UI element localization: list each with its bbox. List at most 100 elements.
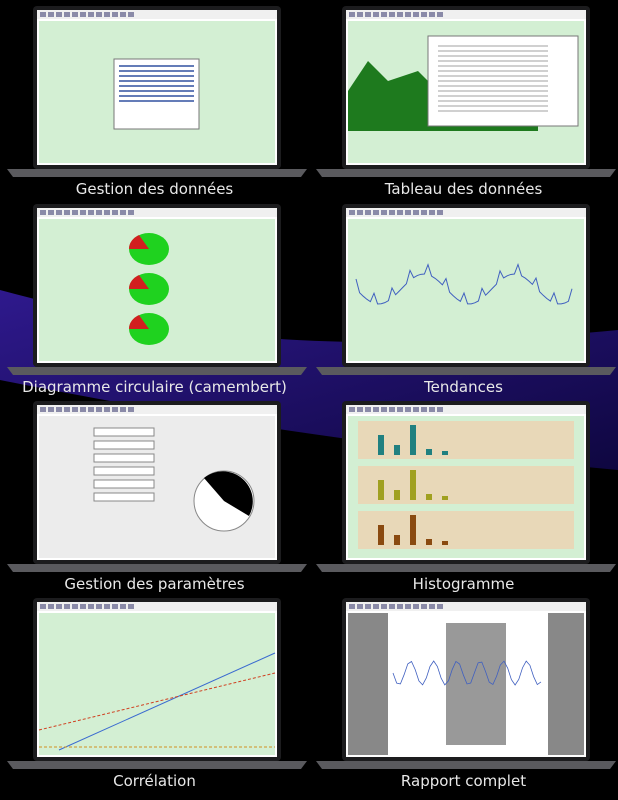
panel	[358, 466, 574, 504]
slice	[128, 275, 149, 289]
dialog	[113, 58, 200, 130]
report-line	[392, 660, 542, 686]
tool-icon	[413, 407, 419, 412]
tool-icon	[389, 407, 395, 412]
tool-icon	[96, 604, 102, 609]
tool-icon	[437, 12, 443, 17]
bar	[442, 451, 448, 455]
tool-icon	[64, 210, 70, 215]
toolbar	[346, 208, 586, 217]
slice	[128, 315, 149, 329]
tool-icon	[112, 407, 118, 412]
tool-icon	[128, 604, 134, 609]
tool-icon	[56, 604, 62, 609]
tool-icon	[64, 12, 70, 17]
tool-icon	[104, 210, 110, 215]
toolbar	[37, 405, 277, 414]
tool-icon	[349, 12, 355, 17]
tool-icon	[421, 407, 427, 412]
caption: Corrélation	[113, 772, 196, 790]
toolbar	[37, 208, 277, 217]
work-area	[39, 613, 275, 755]
bar	[426, 449, 432, 455]
tool-icon	[373, 210, 379, 215]
tool-icon	[120, 210, 126, 215]
bar	[378, 435, 384, 455]
tool-icon	[48, 604, 54, 609]
caption: Rapport complet	[400, 772, 527, 790]
bar	[442, 496, 448, 500]
tool-icon	[389, 210, 395, 215]
tool-icon	[104, 604, 110, 609]
slice	[128, 235, 149, 249]
panel	[358, 421, 574, 459]
laptop-base	[7, 367, 307, 375]
tool-icon	[397, 12, 403, 17]
caption: Tableau des données	[384, 180, 543, 198]
tool-icon	[349, 407, 355, 412]
tool-icon	[48, 12, 54, 17]
bar	[426, 539, 432, 545]
trend-line	[355, 262, 573, 305]
bar	[394, 490, 400, 500]
bar	[426, 494, 432, 500]
tool-icon	[365, 210, 371, 215]
tool-icon	[373, 12, 379, 17]
caption: Gestion des paramètres	[64, 575, 245, 593]
tool-icon	[397, 604, 403, 609]
fit	[38, 672, 276, 731]
tool-icon	[381, 604, 387, 609]
tool-icon	[56, 210, 62, 215]
tool-icon	[429, 407, 435, 412]
laptop-base	[316, 169, 616, 177]
tool-icon	[413, 604, 419, 609]
bar	[410, 425, 416, 455]
toolbar	[37, 602, 277, 611]
tool-icon	[357, 12, 363, 17]
laptop-base	[7, 169, 307, 177]
tool-icon	[405, 407, 411, 412]
tool-icon	[389, 604, 395, 609]
tool-icon	[72, 12, 78, 17]
tool-icon	[381, 407, 387, 412]
tool-icon	[80, 210, 86, 215]
tool-icon	[357, 210, 363, 215]
tool-icon	[48, 210, 54, 215]
tool-icon	[421, 604, 427, 609]
tool-icon	[40, 210, 46, 215]
tool-icon	[104, 12, 110, 17]
bar	[378, 480, 384, 500]
tool-icon	[72, 210, 78, 215]
tool-icon	[349, 210, 355, 215]
field	[93, 453, 155, 463]
toolbar	[346, 10, 586, 19]
field	[93, 440, 155, 450]
field	[93, 492, 155, 502]
tool-icon	[381, 210, 387, 215]
tool-icon	[48, 407, 54, 412]
laptop-base	[316, 564, 616, 572]
tool-icon	[80, 604, 86, 609]
bar	[410, 515, 416, 545]
tool-icon	[40, 12, 46, 17]
laptop-base	[7, 761, 307, 769]
bar	[378, 525, 384, 545]
tool-icon	[120, 604, 126, 609]
bar	[410, 470, 416, 500]
tool-icon	[120, 407, 126, 412]
toolbar	[346, 405, 586, 414]
tool-icon	[112, 12, 118, 17]
tool-icon	[72, 407, 78, 412]
laptop-base	[7, 564, 307, 572]
tool-icon	[405, 210, 411, 215]
tool-icon	[128, 12, 134, 17]
tool-icon	[72, 604, 78, 609]
tool-icon	[365, 604, 371, 609]
laptop-base	[316, 367, 616, 375]
tool-icon	[88, 12, 94, 17]
tool-icon	[80, 12, 86, 17]
tool-icon	[357, 407, 363, 412]
toolbar	[346, 602, 586, 611]
